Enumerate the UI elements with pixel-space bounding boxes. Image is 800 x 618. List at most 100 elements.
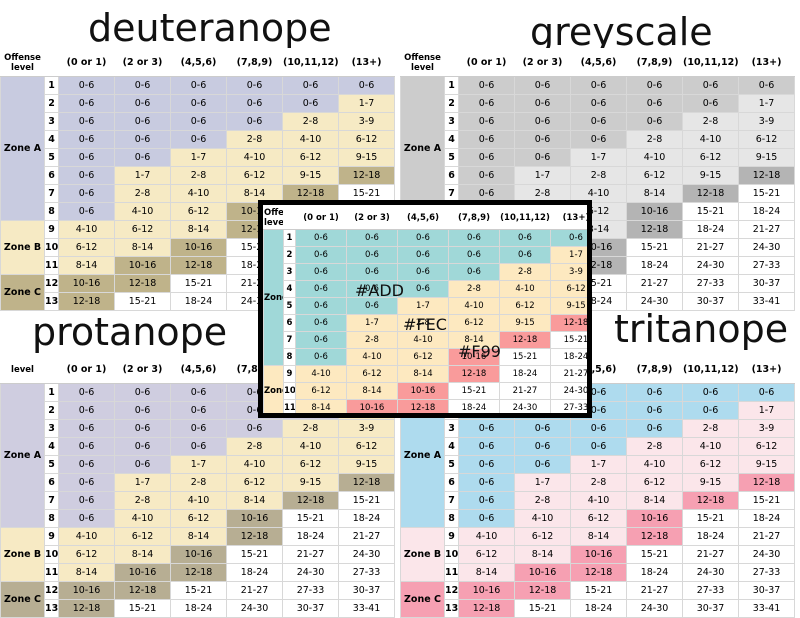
zone-label: Zone B	[0, 220, 45, 275]
sentence-range-cell: 15-21	[738, 184, 795, 203]
sentence-range-cell: 4-10	[499, 280, 551, 298]
sentence-range-cell: 4-10	[570, 491, 627, 510]
sentence-range-cell: 6-12	[170, 202, 227, 221]
zone-label: Zone C	[400, 581, 445, 618]
sentence-range-cell: 6-12	[295, 382, 347, 400]
offense-level-cell: 10	[283, 382, 296, 400]
sentence-range-cell: 3-9	[338, 419, 395, 438]
table-row: 3 0-6 0-6 0-6 0-6 2-8 3-9	[401, 112, 795, 131]
sentence-range-cell: 15-21	[170, 581, 227, 600]
sentence-range-cell: 0-6	[226, 76, 283, 95]
sentence-range-cell: 4-10	[397, 331, 449, 349]
sentence-range-cell: 12-18	[514, 581, 571, 600]
sentence-range-cell: 0-6	[226, 94, 283, 113]
sentence-range-cell: 12-18	[499, 331, 551, 349]
offense-level-cell: 4	[444, 130, 459, 149]
sentence-range-cell: 8-14	[170, 220, 227, 239]
sentence-range-cell: 24-30	[499, 399, 551, 413]
sentence-range-cell: 1-7	[170, 455, 227, 474]
sentence-range-cell: 4-10	[514, 509, 571, 528]
sentence-range-cell: 21-27	[738, 527, 795, 546]
sentence-range-cell: 15-21	[398, 417, 449, 419]
sentence-range-cell: 15-21	[682, 509, 739, 528]
sentence-range-cell: 3-9	[738, 112, 795, 131]
sentence-range-cell: 0-6	[58, 94, 115, 113]
sentence-range-cell: 0-6	[514, 148, 571, 167]
history-column-header: (4,5,6)	[170, 48, 227, 77]
sentence-range-cell: 6-12	[338, 130, 395, 149]
hex-label-add: #ADD	[355, 281, 404, 300]
sentence-range-cell: 21-27	[682, 545, 739, 564]
sentence-range-cell: 12-18	[338, 473, 395, 492]
zone-label: Zone A	[263, 229, 284, 366]
offense-level-cell: 7	[444, 491, 459, 510]
sentence-range-cell: 6-12	[458, 545, 515, 564]
offense-level-cell: 12	[44, 581, 59, 600]
history-column-header: (2 or 3)	[514, 48, 571, 77]
original-colors-inset: Offense level (0 or 1)(2 or 3)(4,5,6)(7,8…	[258, 200, 592, 418]
level-number-header	[44, 48, 59, 77]
sentence-range-cell: 2-8	[226, 130, 283, 149]
sentence-range-cell: 0-6	[397, 229, 449, 247]
sentence-range-cell: 21-27	[226, 581, 283, 600]
table-row: 6 0-6 1-7 2-8 6-12 9-15 12-18	[401, 473, 795, 492]
sentence-range-cell: 0-6	[458, 130, 515, 149]
sentence-range-cell: 10-16	[514, 563, 571, 582]
sentence-range-cell: 24-30	[682, 256, 739, 275]
sentence-range-cell: 0-6	[570, 419, 627, 438]
sentence-range-cell: 0-6	[458, 419, 515, 438]
sentence-range-cell: 1-7	[346, 314, 398, 332]
history-column-header: (0 or 1)	[458, 48, 515, 77]
offense-level-cell: 11	[444, 563, 459, 582]
greyscale-title: greyscale	[530, 10, 713, 54]
sentence-range-cell: 12-18	[58, 599, 115, 618]
sentence-range-cell: 0-6	[570, 437, 627, 456]
table-row: 4 0-6 0-6 0-6 2-8 4-10 6-12	[264, 280, 587, 298]
sentence-range-cell: 12-18	[170, 563, 227, 582]
offense-level-cell: 8	[44, 509, 59, 528]
offense-level-cell: 5	[444, 455, 459, 474]
sentence-range-cell: 15-21	[499, 348, 551, 366]
sentence-range-cell: 21-27	[338, 527, 395, 546]
sentence-range-cell: 4-10	[295, 365, 347, 383]
sentence-range-cell: 4-10	[282, 437, 339, 456]
history-column-header: (4,5,6)	[570, 48, 627, 77]
sentence-range-cell: 0-6	[346, 246, 398, 264]
sentence-range-cell: 3-9	[550, 263, 587, 281]
sentence-range-cell: 10-16	[397, 382, 449, 400]
offense-level-cell: 12	[444, 581, 459, 600]
zone-label: Zone A	[400, 76, 445, 221]
sentence-range-cell: 15-21	[448, 382, 500, 400]
sentence-range-cell: 15-21	[514, 599, 571, 618]
sentence-range-cell: 0-6	[226, 112, 283, 131]
sentence-range-cell: 0-6	[514, 437, 571, 456]
history-column-header: (0 or 1)	[58, 48, 115, 77]
sentence-range-cell: 15-21	[114, 599, 171, 618]
offense-level-cell: 9	[444, 527, 459, 546]
sentence-range-cell: 0-6	[58, 166, 115, 185]
sentence-range-cell: 6-12	[346, 365, 398, 383]
sentence-range-cell: 0-6	[295, 229, 347, 247]
offense-level-cell: 13	[444, 599, 459, 618]
table-row: 5 0-6 0-6 1-7 4-10 6-12 9-15	[401, 455, 795, 474]
offense-level-cell: 2	[444, 94, 459, 113]
sentence-range-cell: 2-8	[570, 473, 627, 492]
sentence-range-cell: 8-14	[58, 563, 115, 582]
sentence-range-cell: 9-15	[682, 473, 739, 492]
sentence-range-cell: 0-6	[738, 76, 795, 95]
sentence-range-cell: 8-14	[114, 238, 171, 257]
sentence-range-cell: 30-37	[682, 599, 739, 618]
sentence-range-cell: 30-37	[551, 417, 593, 419]
sentence-range-cell: 6-12	[170, 509, 227, 528]
history-column-header: (2 or 3)	[346, 205, 398, 230]
sentence-range-cell: 2-8	[514, 491, 571, 510]
sentence-range-cell: 0-6	[626, 76, 683, 95]
sentence-range-cell: 0-6	[448, 246, 500, 264]
sentence-range-cell: 18-24	[682, 220, 739, 239]
sentence-range-cell: 24-30	[738, 238, 795, 257]
sentence-range-cell: 0-6	[397, 263, 449, 281]
sentence-range-cell: 2-8	[114, 491, 171, 510]
sentence-range-cell: 0-6	[458, 112, 515, 131]
